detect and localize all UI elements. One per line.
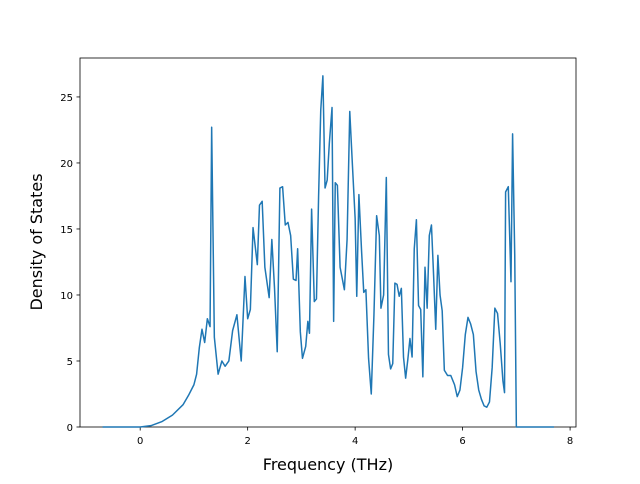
y-tick-label: 10 bbox=[60, 291, 73, 302]
y-tick-label: 5 bbox=[67, 357, 73, 368]
x-tick-label: 6 bbox=[459, 436, 465, 447]
y-tick-label: 25 bbox=[60, 93, 73, 104]
x-tick-label: 8 bbox=[567, 436, 573, 447]
data-line bbox=[102, 75, 554, 428]
x-axis-label: Frequency (THz) bbox=[263, 455, 393, 474]
x-tick-label: 0 bbox=[137, 436, 143, 447]
y-tick-label: 0 bbox=[67, 423, 73, 434]
x-tick-label: 4 bbox=[352, 436, 358, 447]
y-axis-label: Density of States bbox=[27, 173, 46, 310]
plot-frame bbox=[79, 57, 577, 428]
x-tick-label: 2 bbox=[244, 436, 250, 447]
y-tick-label: 15 bbox=[60, 225, 73, 236]
y-tick-label: 20 bbox=[60, 159, 73, 170]
